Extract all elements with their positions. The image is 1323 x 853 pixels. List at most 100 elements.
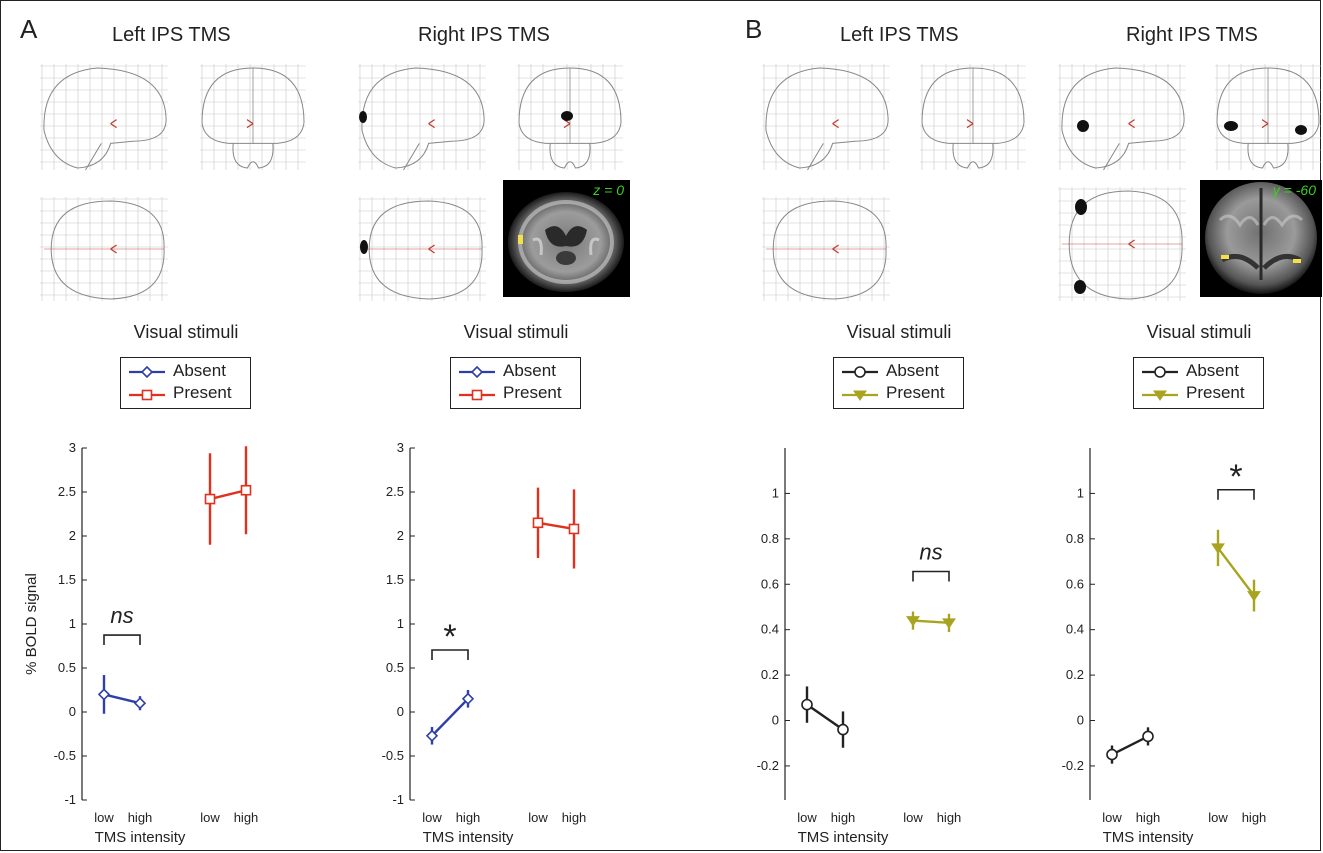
header-b-left: Left IPS TMS [840, 24, 959, 46]
legend-b-left-present: Present [886, 383, 945, 402]
data-point-absent [133, 697, 147, 710]
glass-brain-b-left-axial [762, 197, 890, 301]
legend-b-right-absent: Absent [1186, 361, 1239, 380]
data-point-absent [461, 692, 475, 705]
y-tick-label: 0 [1077, 713, 1084, 728]
panel-letter-b: B [745, 14, 763, 44]
y-tick-label: 2 [397, 528, 404, 543]
legend-a-left-present: Present [173, 383, 232, 402]
series-line-absent [1111, 735, 1149, 756]
mri-slice-label-coronal: y = -60 [1272, 182, 1316, 198]
activation-blob [1077, 120, 1089, 132]
legend-marker-present [1153, 390, 1167, 401]
legend-marker-absent [1154, 366, 1166, 378]
y-tick-label: 0.5 [58, 660, 76, 675]
mri-slice-axial: z = 0 [503, 180, 630, 297]
glass-brain-a-left-coronal [200, 64, 306, 170]
y-tick-label: 1 [69, 616, 76, 631]
legend-a-right-markers [459, 365, 495, 401]
data-point-present [1247, 591, 1261, 602]
glass-brain-a-right-sagittal [358, 64, 486, 171]
glass-origin-marker [110, 119, 117, 129]
x-tick-label: high [456, 810, 481, 825]
series-line-absent [806, 703, 844, 731]
legend-title-a-left: Visual stimuli [133, 322, 239, 342]
legend-title-b-right: Visual stimuli [1146, 322, 1252, 342]
data-point-present [906, 616, 920, 627]
y-tick-label: -1 [64, 792, 76, 807]
y-tick-label: 0 [772, 713, 779, 728]
data-point-present [532, 517, 544, 529]
y-tick-label: 0.6 [1066, 576, 1084, 591]
data-point-absent [801, 698, 813, 711]
y-axis-label: % BOLD signal [23, 573, 40, 675]
glass-origin-marker [1261, 119, 1269, 129]
data-point-absent [425, 729, 439, 742]
data-point-present [942, 618, 956, 629]
glass-outline [1103, 143, 1120, 171]
header-a-left: Left IPS TMS [112, 24, 231, 46]
x-tick-label: low [528, 810, 548, 825]
significance-label: ns [919, 540, 942, 565]
x-tick-label: high [831, 810, 856, 825]
y-tick-label: 2.5 [58, 484, 76, 499]
x-tick-label: high [1242, 810, 1267, 825]
y-tick-label: -0.2 [757, 758, 779, 773]
data-point-present [240, 484, 252, 496]
y-tick-label: 0.4 [761, 622, 779, 637]
legend-b-left: Absent Present [833, 357, 964, 409]
legend-b-right-markers [1142, 366, 1178, 401]
legend-a-left-markers [129, 365, 165, 401]
y-tick-label: 3 [69, 440, 76, 455]
panel-letter-a: A [20, 14, 38, 44]
series-line-absent [103, 693, 141, 705]
significance-bracket [431, 649, 469, 660]
glass-origin-marker [110, 244, 117, 254]
y-tick-label: 3 [397, 440, 404, 455]
activation-blob [561, 111, 573, 121]
x-tick-label: low [797, 810, 817, 825]
glass-origin-marker [966, 119, 974, 129]
x-tick-label: low [1208, 810, 1228, 825]
glass-brain-b-right-sagittal [1058, 64, 1186, 171]
legend-marker-present [141, 389, 153, 401]
x-tick-label: high [1136, 810, 1161, 825]
header-b-right: Right IPS TMS [1126, 24, 1258, 46]
y-tick-label: 1.5 [58, 572, 76, 587]
glass-outline [232, 143, 274, 169]
x-tick-label: low [903, 810, 923, 825]
activation-blob [1295, 125, 1307, 135]
series-line-present [209, 489, 247, 501]
data-point-absent [837, 723, 849, 736]
data-point-present [204, 493, 216, 505]
significance-label: * [1229, 458, 1242, 496]
glass-brain-b-left-sagittal [762, 64, 890, 171]
x-tick-label: high [937, 810, 962, 825]
series-line-present [912, 619, 950, 625]
legend-marker-absent [470, 365, 484, 379]
legend-b-left-absent: Absent [886, 361, 939, 380]
significance-label: ns [110, 603, 133, 628]
y-tick-label: 0 [397, 704, 404, 719]
mri-slice-coronal: y = -60 [1200, 180, 1322, 297]
glass-outline [1247, 143, 1289, 169]
activation-blob [359, 111, 367, 123]
legend-a-right-absent: Absent [503, 361, 556, 380]
series-line-present [1217, 547, 1255, 597]
y-tick-label: 0.4 [1066, 622, 1084, 637]
legend-marker-present [853, 390, 867, 401]
significance-bracket [103, 634, 141, 646]
series-line-absent [431, 697, 469, 737]
y-tick-label: 1 [772, 485, 779, 500]
activation-blob [1075, 199, 1087, 215]
legend-b-left-markers [842, 366, 878, 401]
glass-brain-a-left-sagittal [40, 64, 168, 171]
glass-brain-b-right-coronal [1215, 64, 1321, 170]
activation-blob [360, 240, 368, 254]
x-axis-label: TMS intensity [95, 829, 186, 846]
x-tick-label: high [128, 810, 153, 825]
y-tick-label: -1 [392, 792, 404, 807]
